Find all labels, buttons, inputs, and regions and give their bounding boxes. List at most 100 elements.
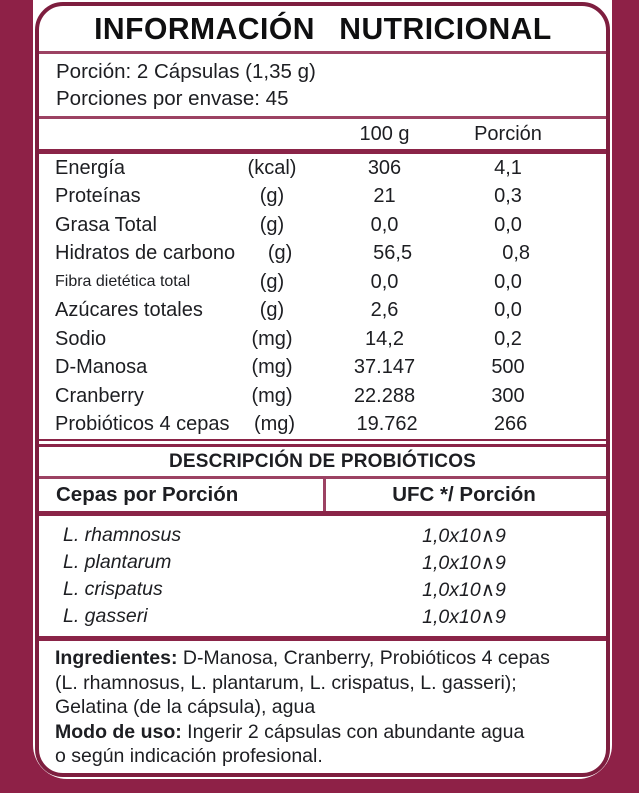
column-per-100g: 100 g [359, 122, 410, 145]
column-strains: Cepas por Porción [56, 483, 239, 506]
nutrient-unit: (mg) [251, 327, 293, 350]
label-header: INFORMACIÓN NUTRICIONAL [39, 6, 606, 51]
nutrient-row: Hidratos de carbono (g) 56,5 0,8 [39, 240, 606, 269]
nutrient-per-100g: 21 [373, 185, 396, 208]
nutrient-name: Sodio [55, 327, 107, 350]
footer-line-label: Modo de uso: [55, 720, 182, 743]
divider [39, 116, 606, 119]
strain-ufc-value: 1,0x10∧9 [422, 605, 506, 628]
nutrient-per-portion: 300 [491, 384, 525, 407]
servings-per-container: Porciones por envase: 45 [56, 87, 289, 110]
probiotics-table-body: L. rhamnosus 1,0x10∧9 L. plantarum 1,0x1… [39, 516, 606, 636]
nutrient-per-100g: 19.762 [356, 413, 418, 436]
nutrient-name: Fibra dietética total [55, 273, 191, 291]
strain-name: L. gasseri [63, 605, 148, 627]
ingredients-and-usage: Ingredientes: D-Manosa, Cranberry, Probi… [39, 641, 606, 773]
nutrient-unit: (g) [259, 185, 285, 208]
footer-line-text: Ingerir 2 cápsulas con abundante agua [181, 720, 525, 743]
nutrient-unit: (g) [259, 299, 285, 322]
nutrient-per-100g: 2,6 [370, 299, 399, 322]
nutrient-per-portion: 0,3 [494, 185, 522, 208]
footer-line-text: (L. rhamnosus, L. plantarum, L. crispatu… [55, 671, 517, 694]
nutrient-per-100g: 22.288 [353, 384, 416, 407]
footer-line: o según indicación profesional. [55, 744, 594, 769]
nutrient-per-portion: 500 [491, 356, 525, 379]
vertical-divider [323, 479, 326, 511]
divider [39, 51, 606, 54]
nutrient-per-portion: 4,1 [494, 156, 522, 179]
strain-ufc-value: 1,0x10∧9 [422, 551, 506, 574]
nutrient-per-100g: 56,5 [373, 242, 413, 265]
serving-size: Porción: 2 Cápsulas (1,35 g) [56, 60, 316, 83]
nutrient-unit: (mg) [253, 413, 296, 436]
nutrient-name: Probióticos 4 cepas [55, 413, 230, 436]
footer-line: Ingredientes: D-Manosa, Cranberry, Probi… [55, 646, 594, 671]
divider-thick [39, 149, 606, 154]
divider-thick [39, 636, 606, 641]
nutrient-row: Energía (kcal) 306 4,1 [39, 154, 606, 183]
nutrient-name: D-Manosa [55, 356, 148, 379]
footer-line-text: Gelatina (de la cápsula), agua [55, 696, 316, 718]
nutrient-row: D-Manosa (mg) 37.147 500 [39, 354, 606, 383]
divider-thick [39, 511, 606, 516]
nutrient-row: Cranberry (mg) 22.288 300 [39, 382, 606, 411]
footer-line: Gelatina (de la cápsula), agua [55, 695, 594, 720]
nutrient-unit: (mg) [251, 356, 293, 379]
nutrient-row: Grasa Total (g) 0,0 0,0 [39, 211, 606, 240]
nutrient-unit: (kcal) [247, 156, 297, 179]
footer-line: Modo de uso: Ingerir 2 cápsulas con abun… [55, 720, 594, 745]
nutrient-unit: (g) [259, 270, 285, 293]
nutrient-name: Energía [55, 156, 126, 179]
footer-line-text: D-Manosa, Cranberry, Probióticos 4 cepas [177, 647, 550, 669]
probiotics-table-header: Cepas por Porción UFC */ Porción [39, 479, 606, 511]
nutrient-per-portion: 0,0 [494, 299, 522, 322]
nutrient-name: Azúcares totales [55, 299, 203, 322]
nutrient-row: Proteínas (g) 21 0,3 [39, 183, 606, 212]
nutrient-row: Sodio (mg) 14,2 0,2 [39, 325, 606, 354]
strain-name: L. rhamnosus [63, 524, 182, 546]
nutrient-unit: (g) [259, 213, 285, 236]
column-per-portion: Porción [474, 122, 542, 145]
strain-row: L. gasseri 1,0x10∧9 [39, 603, 606, 630]
nutrient-name: Proteínas [55, 185, 141, 208]
strain-row: L. crispatus 1,0x10∧9 [39, 576, 606, 603]
strain-name: L. plantarum [63, 551, 172, 573]
footer-line: (L. rhamnosus, L. plantarum, L. crispatu… [55, 671, 594, 696]
divider [39, 476, 606, 479]
nutrient-per-portion: 0,8 [502, 242, 531, 265]
nutrition-label-panel: INFORMACIÓN NUTRICIONAL Porción: 2 Cápsu… [35, 2, 610, 777]
nutrient-name: Cranberry [55, 384, 144, 407]
nutrient-per-portion: 266 [493, 413, 528, 436]
nutrient-unit: (g) [267, 242, 293, 265]
strain-ufc-value: 1,0x10∧9 [422, 524, 506, 547]
nutrient-unit: (mg) [251, 384, 293, 407]
nutrient-per-100g: 14,2 [365, 327, 404, 350]
nutrient-per-100g: 306 [367, 156, 402, 179]
label-panel-sheet: INFORMACIÓN NUTRICIONAL Porción: 2 Cápsu… [33, 0, 612, 779]
nutrient-name: Grasa Total [55, 213, 157, 236]
strain-row: L. rhamnosus 1,0x10∧9 [39, 522, 606, 549]
strain-name: L. crispatus [63, 578, 163, 600]
label-title: INFORMACIÓN NUTRICIONAL [93, 10, 552, 46]
nutrient-name: Hidratos de carbono [55, 242, 236, 265]
footer-line-text: o según indicación profesional. [55, 745, 323, 767]
nutrient-per-portion: 0,0 [494, 270, 522, 293]
nutrient-row: Probióticos 4 cepas (mg) 19.762 266 [39, 411, 606, 440]
footer-line-label: Ingredientes: [55, 647, 178, 669]
nutrition-table-header: 100 g Porción [39, 119, 606, 149]
nutrition-table-body: Energía (kcal) 306 4,1 Proteínas (g) 21 … [39, 154, 606, 439]
nutrient-per-portion: 0,2 [494, 327, 522, 350]
strain-row: L. plantarum 1,0x10∧9 [39, 549, 606, 576]
divider-double [39, 439, 606, 447]
nutrient-row: Azúcares totales (g) 2,6 0,0 [39, 297, 606, 326]
nutrient-per-portion: 0,0 [494, 213, 522, 236]
probiotics-section-title: DESCRIPCIÓN DE PROBIÓTICOS [168, 451, 477, 472]
column-ufc: UFC */ Porción [392, 483, 536, 506]
nutrient-row: Fibra dietética total (g) 0,0 0,0 [39, 268, 606, 297]
nutrient-per-100g: 0,0 [370, 270, 399, 293]
strain-ufc-value: 1,0x10∧9 [422, 578, 506, 601]
nutrient-per-100g: 0,0 [370, 213, 399, 236]
serving-info: Porción: 2 Cápsulas (1,35 g) Porciones p… [39, 54, 606, 116]
nutrient-per-100g: 37.147 [353, 356, 416, 379]
